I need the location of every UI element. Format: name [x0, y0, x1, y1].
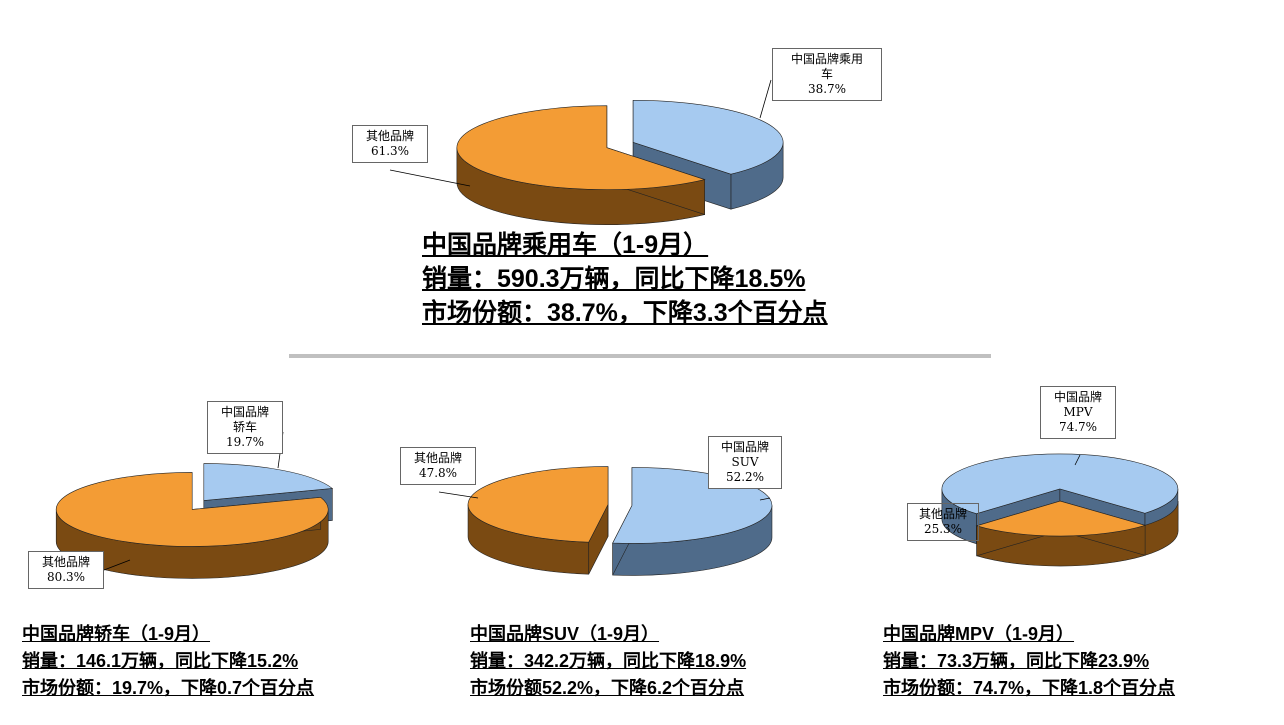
leader-line-0 [759, 79, 772, 119]
label-chinese-suv-line1: 中国品牌 [720, 440, 769, 454]
caption-mpv-sales: 销量：73.3万辆，同比下降23.9% [883, 651, 1150, 671]
label-chinese-suv: 中国品牌 SUV 52.2% [708, 436, 782, 489]
caption-sedan-share: 市场份额：19.7%，下降0.7个百分点 [22, 678, 315, 698]
passenger-chinese-slice-top [632, 100, 784, 175]
label-other-suv-line1: 其他品牌 [413, 451, 462, 465]
label-other-suv-value: 47.8% [418, 466, 458, 480]
label-other-mpv: 其他品牌 25.3% [907, 503, 979, 541]
caption-suv-sales: 销量：342.2万辆，同比下降18.9% [470, 651, 747, 671]
label-chinese-mpv-line2: MPV [1063, 405, 1093, 419]
label-other-suv: 其他品牌 47.8% [400, 447, 476, 485]
label-chinese-mpv-value: 74.7% [1058, 420, 1098, 434]
mpv-chinese-slice-top [941, 453, 1179, 515]
sedan-chinese-slice-top [203, 463, 334, 501]
caption-passenger-sales: 销量：590.3万辆，同比下降18.5% [422, 265, 806, 293]
label-chinese-sedan-line1: 中国品牌 [220, 405, 269, 419]
caption-suv-share: 市场份额52.2%，下降6.2个百分点 [470, 678, 745, 698]
caption-passenger-share: 市场份额：38.7%，下降3.3个百分点 [422, 299, 828, 327]
label-chinese-sedan-value: 19.7% [225, 435, 265, 449]
mpv-other-slice-top [975, 500, 1147, 537]
sedan-other-slice-top [55, 472, 329, 547]
caption-sedan-title: 中国品牌轿车（1-9月） [22, 624, 211, 644]
caption-mpv-share: 市场份额：74.7%，下降1.8个百分点 [883, 678, 1176, 698]
leader-line-4 [759, 497, 771, 501]
section-divider [289, 354, 991, 358]
leader-line-1 [389, 169, 471, 187]
label-chinese-passenger: 中国品牌乘用 车 38.7% [772, 48, 882, 101]
caption-passenger-title: 中国品牌乘用车（1-9月） [422, 231, 709, 259]
label-chinese-sedan-line2: 轿车 [232, 420, 257, 434]
label-chinese-mpv: 中国品牌 MPV 74.7% [1040, 386, 1116, 439]
label-other-passenger-value: 61.3% [370, 144, 410, 158]
leader-line-3 [103, 559, 131, 571]
caption-sedan-sales: 销量：146.1万辆，同比下降15.2% [22, 651, 299, 671]
caption-suv: 中国品牌SUV（1-9月） 销量：342.2万辆，同比下降18.9% 市场份额5… [470, 621, 746, 702]
caption-mpv: 中国品牌MPV（1-9月） 销量：73.3万辆，同比下降23.9% 市场份额：7… [883, 621, 1175, 702]
label-chinese-passenger-value: 38.7% [807, 82, 847, 96]
label-chinese-mpv-line1: 中国品牌 [1053, 390, 1102, 404]
caption-passenger: 中国品牌乘用车（1-9月） 销量：590.3万辆，同比下降18.5% 市场份额：… [422, 228, 828, 330]
label-other-sedan-value: 80.3% [46, 570, 86, 584]
label-other-sedan-line1: 其他品牌 [41, 555, 90, 569]
label-chinese-sedan: 中国品牌 轿车 19.7% [207, 401, 283, 454]
caption-sedan: 中国品牌轿车（1-9月） 销量：146.1万辆，同比下降15.2% 市场份额：1… [22, 621, 314, 702]
label-other-mpv-line1: 其他品牌 [918, 507, 967, 521]
leader-line-6 [1074, 454, 1081, 466]
label-other-passenger: 其他品牌 61.3% [352, 125, 428, 163]
label-chinese-passenger-line1: 中国品牌乘用 [790, 52, 863, 66]
label-other-sedan: 其他品牌 80.3% [28, 551, 104, 589]
leader-line-5 [438, 491, 479, 499]
caption-suv-title: 中国品牌SUV（1-9月） [470, 624, 660, 644]
label-chinese-suv-line2: SUV [731, 455, 759, 469]
label-other-mpv-value: 25.3% [923, 522, 963, 536]
suv-other-slice-top [467, 466, 609, 543]
label-other-passenger-line1: 其他品牌 [365, 129, 414, 143]
passenger-other-slice-top [456, 105, 706, 190]
label-chinese-suv-value: 52.2% [725, 470, 765, 484]
caption-mpv-title: 中国品牌MPV（1-9月） [883, 624, 1075, 644]
label-chinese-passenger-line2: 车 [820, 67, 833, 81]
